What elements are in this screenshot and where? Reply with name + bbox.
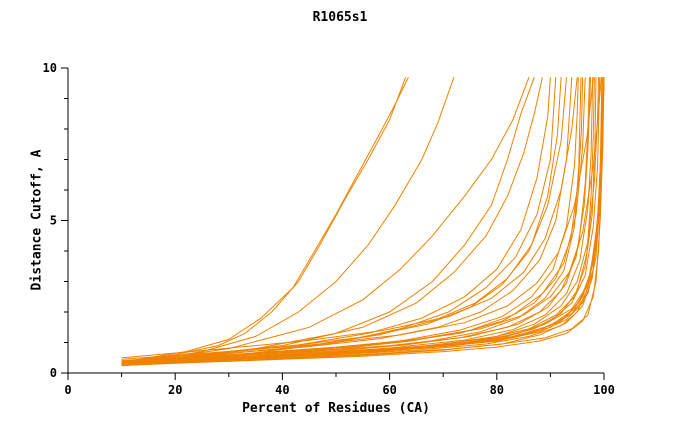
series-line: [121, 77, 601, 365]
series-line: [121, 77, 592, 363]
x-tick-label: 20: [168, 383, 182, 397]
series-line: [121, 77, 535, 365]
series-line: [121, 77, 567, 362]
x-tick-label: 40: [275, 383, 289, 397]
series-line: [121, 77, 562, 363]
series-line: [121, 77, 582, 365]
series-line: [121, 77, 530, 365]
series-line: [121, 76, 409, 363]
series-line: [121, 77, 602, 362]
y-tick-label: 0: [50, 366, 57, 380]
series-line: [121, 77, 579, 363]
series-line: [121, 77, 578, 359]
series-line: [121, 77, 543, 365]
series-line: [126, 77, 586, 364]
series-line: [121, 77, 455, 365]
series-line: [126, 77, 605, 365]
series-line: [121, 77, 551, 363]
series-line: [132, 77, 600, 365]
x-tick-label: 60: [382, 383, 396, 397]
x-tick-label: 0: [64, 383, 71, 397]
series-line: [121, 77, 407, 363]
series-line: [121, 77, 594, 360]
x-tick-label: 80: [490, 383, 504, 397]
chart-title: R1065s1: [312, 10, 368, 25]
y-tick-label: 10: [43, 61, 57, 75]
y-tick-label: 5: [50, 214, 57, 228]
x-axis-label: Percent of Residues (CA): [242, 401, 430, 416]
x-tick-label: 100: [593, 383, 615, 397]
series-line: [121, 77, 584, 363]
series-line: [121, 77, 590, 364]
series-line: [121, 77, 605, 367]
series-line: [121, 77, 597, 364]
series-line: [121, 77, 573, 362]
